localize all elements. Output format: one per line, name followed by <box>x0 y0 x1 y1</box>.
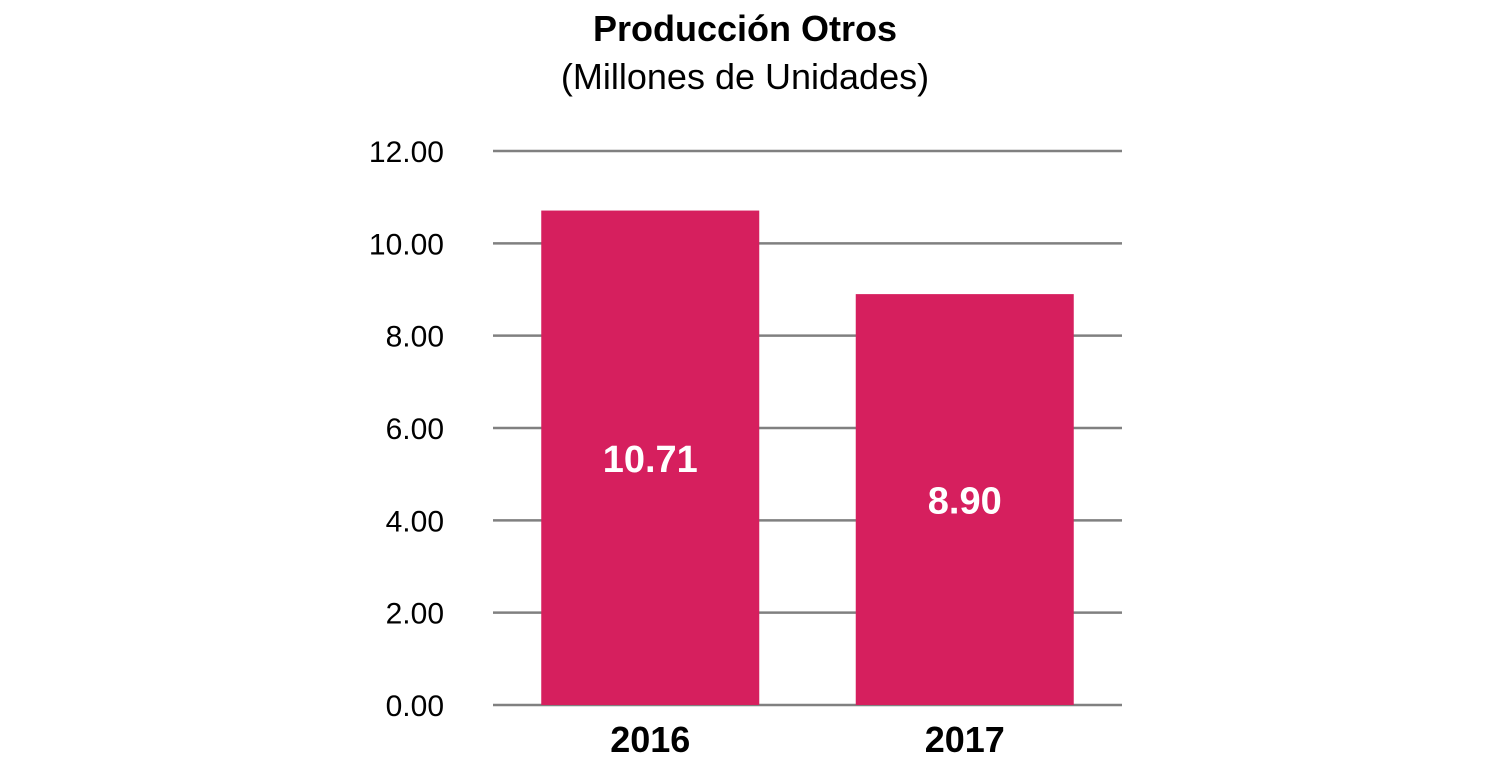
x-axis-categories: 2016 2017 <box>610 719 1005 760</box>
data-label-2016: 10.71 <box>603 439 698 481</box>
bar-2016 <box>541 210 760 705</box>
x-category-label: 2017 <box>925 719 1005 760</box>
x-category-label: 2016 <box>610 719 690 760</box>
y-tick-label: 6.00 <box>386 413 444 446</box>
y-tick-label: 10.00 <box>369 228 444 261</box>
data-labels: 10.71 8.90 <box>603 439 1002 523</box>
chart-subtitle: (Millones de Unidades) <box>560 56 930 97</box>
bars <box>541 210 1074 705</box>
bar-2017 <box>855 294 1074 705</box>
chart-title: Producción Otros <box>592 8 898 49</box>
y-axis-ticks: 0.00 2.00 4.00 6.00 8.00 10.00 12.00 <box>369 136 444 723</box>
y-tick-label: 12.00 <box>369 136 444 169</box>
y-tick-label: 4.00 <box>386 505 444 538</box>
y-tick-label: 8.00 <box>386 321 444 354</box>
data-label-2017: 8.90 <box>928 481 1002 523</box>
y-tick-label: 2.00 <box>386 598 444 631</box>
y-tick-label: 0.00 <box>386 690 444 723</box>
